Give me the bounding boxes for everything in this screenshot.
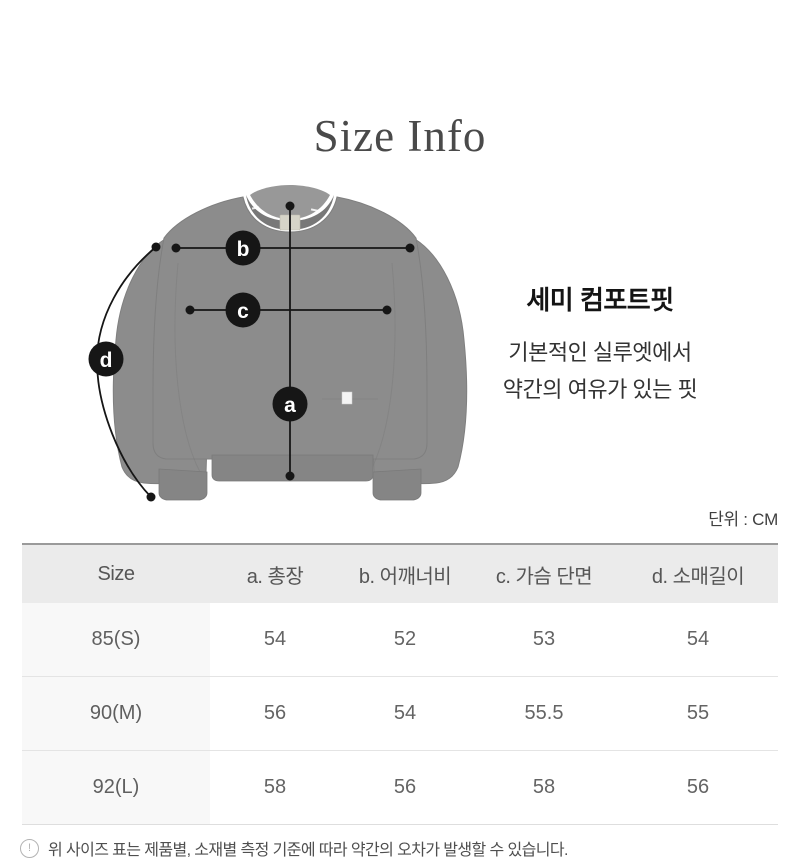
left-cuff (158, 468, 208, 501)
fit-title: 세미 컴포트핏 (526, 285, 674, 315)
measurement-d: d (88, 242, 161, 502)
marker-c-label: c (237, 300, 249, 323)
col-header-shoulder: b. 어깨너비 (340, 544, 470, 603)
collar-band (246, 195, 334, 230)
marker-d-circle (88, 341, 124, 377)
chest-tag (341, 391, 353, 405)
col-header-length: a. 총장 (210, 544, 340, 603)
measurement-c: c (185, 292, 392, 328)
value-cell-a: 56 (210, 676, 340, 751)
sweatshirt-measurement-diagram: b c a d (88, 185, 468, 502)
right-sleeve-seam (369, 262, 396, 473)
measurement-b: b (171, 230, 415, 266)
value-cell-c: 58 (470, 750, 618, 825)
col-header-chest: c. 가슴 단면 (470, 544, 618, 603)
table-row-85s: 85(S) 54 52 53 54 (22, 603, 778, 677)
value-cell-c: 55.5 (470, 676, 618, 751)
exclamation-circle-icon: ! (20, 838, 39, 858)
value-cell-c: 53 (470, 603, 618, 677)
marker-d-label: d (100, 349, 113, 372)
marker-b-circle (225, 230, 261, 266)
table-header-row: Size a. 총장 b. 어깨너비 c. 가슴 단면 d. 소매길이 (22, 544, 778, 603)
marker-a-label: a (284, 394, 296, 417)
value-cell-b: 56 (340, 750, 470, 825)
collar-print-left (251, 206, 260, 210)
size-cell: 90(M) (22, 676, 210, 751)
fit-description-line2: 약간의 여유가 있는 핏 (502, 377, 698, 402)
size-table: Size a. 총장 b. 어깨너비 c. 가슴 단면 d. 소매길이 85(S… (22, 543, 778, 825)
col-header-sleeve: d. 소매길이 (618, 544, 778, 603)
right-cuff (372, 468, 422, 501)
value-cell-d: 56 (618, 750, 778, 825)
value-cell-b: 54 (340, 676, 470, 751)
page-title: Size Info (313, 111, 487, 161)
value-cell-a: 58 (210, 750, 340, 825)
size-cell: 92(L) (22, 750, 210, 825)
value-cell-b: 52 (340, 603, 470, 677)
table-row-92l: 92(L) 58 56 58 56 (22, 750, 778, 825)
marker-b-label: b (237, 238, 250, 261)
collar-print-right (310, 208, 319, 212)
col-header-size: Size (22, 544, 210, 603)
left-sleeve-seam (174, 262, 201, 473)
fit-description-line1: 기본적인 실루엣에서 (508, 340, 692, 365)
value-cell-d: 55 (618, 676, 778, 751)
value-cell-d: 54 (618, 603, 778, 677)
marker-c-circle (225, 292, 261, 328)
measurement-a: a (272, 201, 308, 481)
value-cell-a: 54 (210, 603, 340, 677)
marker-a-circle (272, 386, 308, 422)
footnote-text: 위 사이즈 표는 제품별, 소재별 측정 기준에 따라 약간의 오차가 발생할 … (48, 842, 568, 859)
footnote: ! 위 사이즈 표는 제품별, 소재별 측정 기준에 따라 약간의 오차가 발생… (20, 836, 568, 860)
table-row-90m: 90(M) 56 54 55.5 55 (22, 676, 778, 751)
unit-label: 단위 : CM (708, 510, 778, 529)
size-table-wrap: Size a. 총장 b. 어깨너비 c. 가슴 단면 d. 소매길이 85(S… (22, 543, 778, 825)
size-cell: 85(S) (22, 603, 210, 677)
fit-description-block: 세미 컴포트핏 기본적인 실루엣에서 약간의 여유가 있는 핏 (430, 280, 770, 408)
fit-description: 기본적인 실루엣에서 약간의 여유가 있는 핏 (430, 334, 770, 408)
